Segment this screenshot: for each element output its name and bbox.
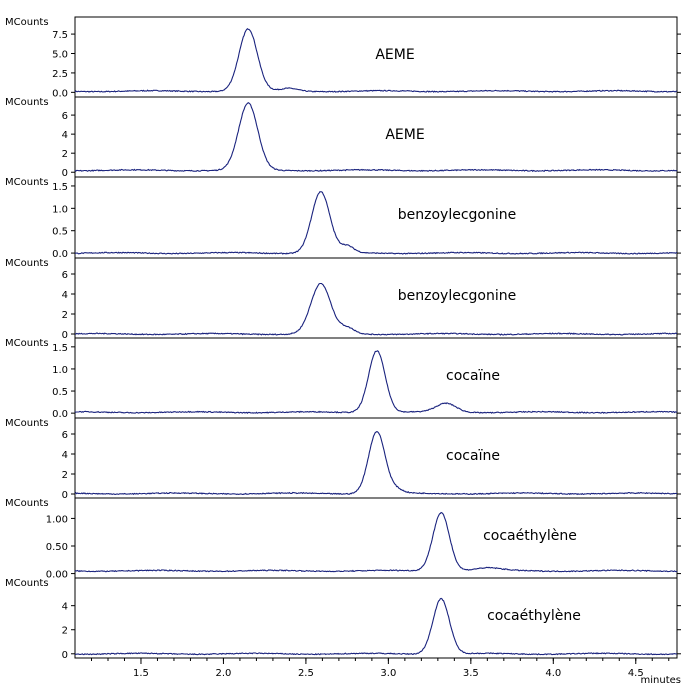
- y-tick-label: 1.0: [52, 204, 68, 215]
- compound-label: benzoylecgonine: [398, 288, 516, 304]
- y-tick-label: 1.00: [46, 514, 68, 525]
- y-unit-label: MCounts: [5, 338, 49, 349]
- panel-frame: [74, 417, 678, 499]
- y-tick-label: 2: [62, 626, 68, 637]
- panel-frame: [74, 96, 678, 178]
- y-unit-label: MCounts: [5, 578, 49, 589]
- panel-frame: [74, 176, 678, 259]
- y-tick-label: 0: [62, 330, 68, 341]
- y-tick-label: 1.5: [52, 182, 68, 193]
- y-tick-label: 0: [62, 490, 68, 501]
- trace-line: [74, 350, 678, 414]
- compound-label: cocaïne: [446, 448, 500, 464]
- y-tick-label: 0: [62, 168, 68, 179]
- y-tick-label: 1.0: [52, 365, 68, 376]
- panel-frame: [74, 337, 678, 419]
- y-tick-label: 7.5: [52, 30, 68, 41]
- y-tick-label: 2: [62, 470, 68, 481]
- y-unit-label: MCounts: [5, 418, 49, 429]
- trace-line: [74, 430, 678, 496]
- x-tick-label: 3.0: [380, 668, 396, 679]
- y-tick-label: 0.5: [52, 227, 68, 238]
- x-tick-label: 2.5: [298, 668, 314, 679]
- y-tick-label: 5.0: [52, 50, 68, 61]
- x-tick-label: 1.5: [133, 668, 149, 679]
- compound-label: cocaéthylène: [487, 608, 581, 624]
- y-unit-label: MCounts: [5, 258, 49, 269]
- panel-frame: [74, 497, 678, 579]
- y-unit-label: MCounts: [5, 498, 49, 509]
- y-tick-label: 4: [62, 450, 68, 461]
- y-tick-label: 0: [62, 650, 68, 661]
- y-tick-label: 4: [62, 130, 68, 141]
- y-unit-label: MCounts: [5, 177, 49, 188]
- compound-label: AEME: [385, 127, 424, 143]
- y-tick-label: 4: [62, 290, 68, 301]
- y-tick-label: 6: [62, 430, 68, 441]
- compound-label: cocaéthylène: [483, 528, 577, 544]
- y-tick-label: 6: [62, 270, 68, 281]
- trace-line: [74, 27, 678, 93]
- y-tick-label: 0.0: [52, 88, 68, 99]
- x-tick-label: 3.5: [463, 668, 479, 679]
- y-tick-label: 2: [62, 310, 68, 321]
- x-unit-label: minutes: [641, 675, 681, 684]
- x-tick-label: 4.5: [628, 668, 644, 679]
- y-tick-label: 0.0: [52, 409, 68, 420]
- x-tick-label: 2.0: [215, 668, 231, 679]
- y-tick-label: 0.50: [46, 542, 68, 553]
- y-tick-label: 0.00: [46, 570, 68, 581]
- y-unit-label: MCounts: [5, 17, 49, 28]
- y-tick-label: 1.5: [52, 343, 68, 354]
- y-tick-label: 2.5: [52, 69, 68, 80]
- trace-line: [74, 102, 678, 173]
- compound-label: benzoylecgonine: [398, 207, 516, 223]
- y-tick-label: 0.0: [52, 249, 68, 260]
- panel-frame: [74, 577, 678, 659]
- trace-line: [74, 191, 678, 255]
- trace-line: [75, 282, 678, 336]
- y-tick-label: 4: [62, 602, 68, 613]
- y-tick-label: 0.5: [52, 387, 68, 398]
- panel-frame: [74, 257, 678, 339]
- y-tick-label: 2: [62, 149, 68, 160]
- trace-line: [74, 597, 678, 656]
- compound-label: cocaïne: [446, 368, 500, 384]
- y-tick-label: 6: [62, 111, 68, 122]
- y-unit-label: MCounts: [5, 97, 49, 108]
- trace-line: [74, 511, 677, 573]
- compound-label: AEME: [375, 47, 414, 63]
- x-tick-label: 4.0: [545, 668, 561, 679]
